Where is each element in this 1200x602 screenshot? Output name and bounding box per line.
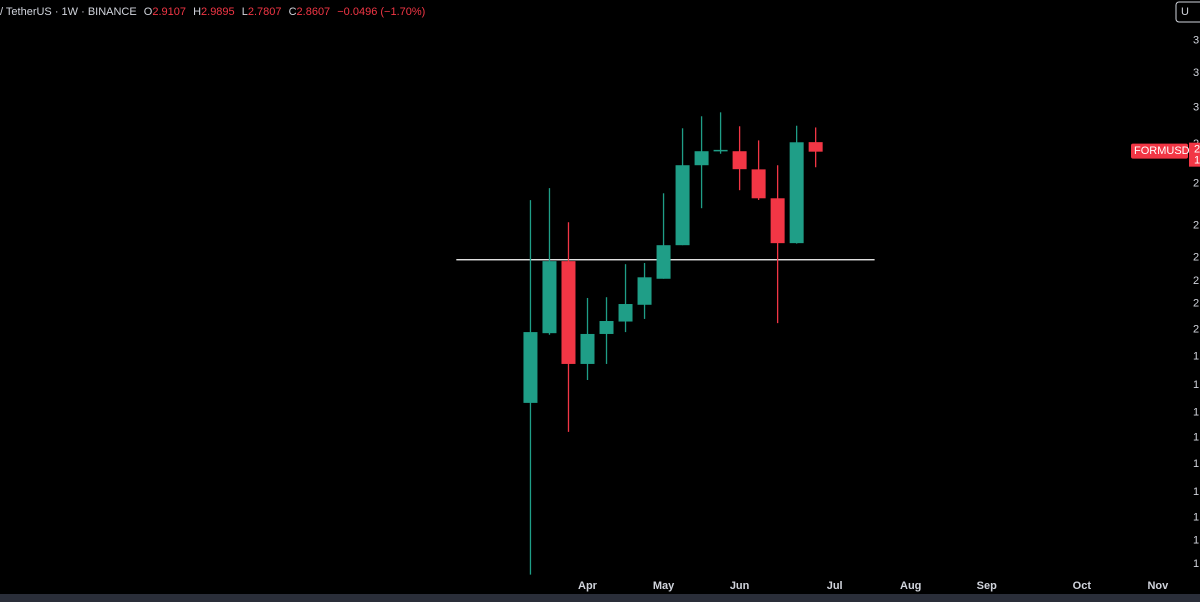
- candle-body: [751, 169, 766, 199]
- price-tag-value: 2: [1194, 144, 1200, 156]
- candle-body: [713, 149, 728, 152]
- candle-body: [789, 142, 804, 244]
- y-tick-label: 2: [1193, 251, 1199, 263]
- corner-button-label[interactable]: U: [1181, 6, 1189, 18]
- candle-body: [808, 142, 823, 152]
- candle-body: [694, 151, 709, 166]
- candle-body: [580, 333, 595, 364]
- y-tick-label: 3: [1193, 101, 1199, 113]
- x-tick-label: Nov: [1147, 580, 1169, 592]
- close-value: 2.8607: [297, 6, 331, 18]
- y-tick-label: 2: [1193, 323, 1199, 335]
- price-tag-bg: [1131, 143, 1188, 159]
- x-tick-label: May: [653, 580, 675, 592]
- o-label: O: [144, 6, 153, 18]
- y-tick-label: 1: [1193, 458, 1199, 470]
- price-tag-values-bg: [1189, 142, 1200, 167]
- open-value: 2.9107: [152, 6, 186, 18]
- change: −0.0496 (−1.70%): [337, 6, 425, 18]
- candle-body: [675, 165, 690, 246]
- plot: 3332222222111111111AprMayJunJulAugSepOct…: [456, 35, 1200, 594]
- y-tick-label: 3: [1193, 67, 1199, 79]
- candle-body: [523, 332, 538, 403]
- y-tick-label: 1: [1193, 486, 1199, 498]
- h-label: H: [193, 6, 201, 18]
- candle-body: [732, 151, 747, 170]
- candle-body: [561, 261, 576, 364]
- y-tick-label: 1: [1193, 558, 1199, 570]
- high-value: 2.9895: [201, 6, 235, 18]
- x-tick-label: Jun: [730, 580, 750, 592]
- candle-body: [542, 261, 557, 334]
- candle-body: [656, 245, 671, 279]
- y-tick-label: 2: [1193, 275, 1199, 287]
- x-tick-label: Aug: [900, 580, 921, 592]
- y-tick-label: 1: [1193, 534, 1199, 546]
- y-tick-label: 2: [1193, 177, 1199, 189]
- c-label: C: [289, 6, 297, 18]
- x-tick-label: Jul: [827, 580, 843, 592]
- price-tag-label: FORMUSDT: [1134, 145, 1197, 157]
- y-tick-label: 2: [1193, 297, 1199, 309]
- y-tick-label: 1: [1193, 406, 1199, 418]
- candle-body: [637, 277, 652, 305]
- candle-body: [618, 304, 633, 322]
- y-tick-label: 1: [1193, 351, 1199, 363]
- x-tick-label: Apr: [578, 580, 598, 592]
- y-tick-label: 1: [1193, 379, 1199, 391]
- candle-body: [599, 321, 614, 334]
- corner-button[interactable]: [1175, 1, 1200, 23]
- symbol: / TetherUS · 1W · BINANCE: [0, 6, 137, 18]
- header: / TetherUS · 1W · BINANCE O2.9107 H2.989…: [0, 6, 425, 18]
- x-tick-label: Sep: [977, 580, 997, 592]
- y-tick-label: 1: [1193, 432, 1199, 444]
- candle-body: [770, 198, 785, 244]
- price-tag-value: 1: [1194, 155, 1200, 167]
- low-value: 2.7807: [248, 6, 282, 18]
- y-tick-label: 1: [1193, 511, 1199, 523]
- y-tick-label: 2: [1193, 220, 1199, 232]
- bottom-bar: [0, 594, 1200, 602]
- l-label: L: [242, 6, 248, 18]
- y-tick-label: 3: [1193, 35, 1199, 47]
- x-tick-label: Oct: [1073, 580, 1092, 592]
